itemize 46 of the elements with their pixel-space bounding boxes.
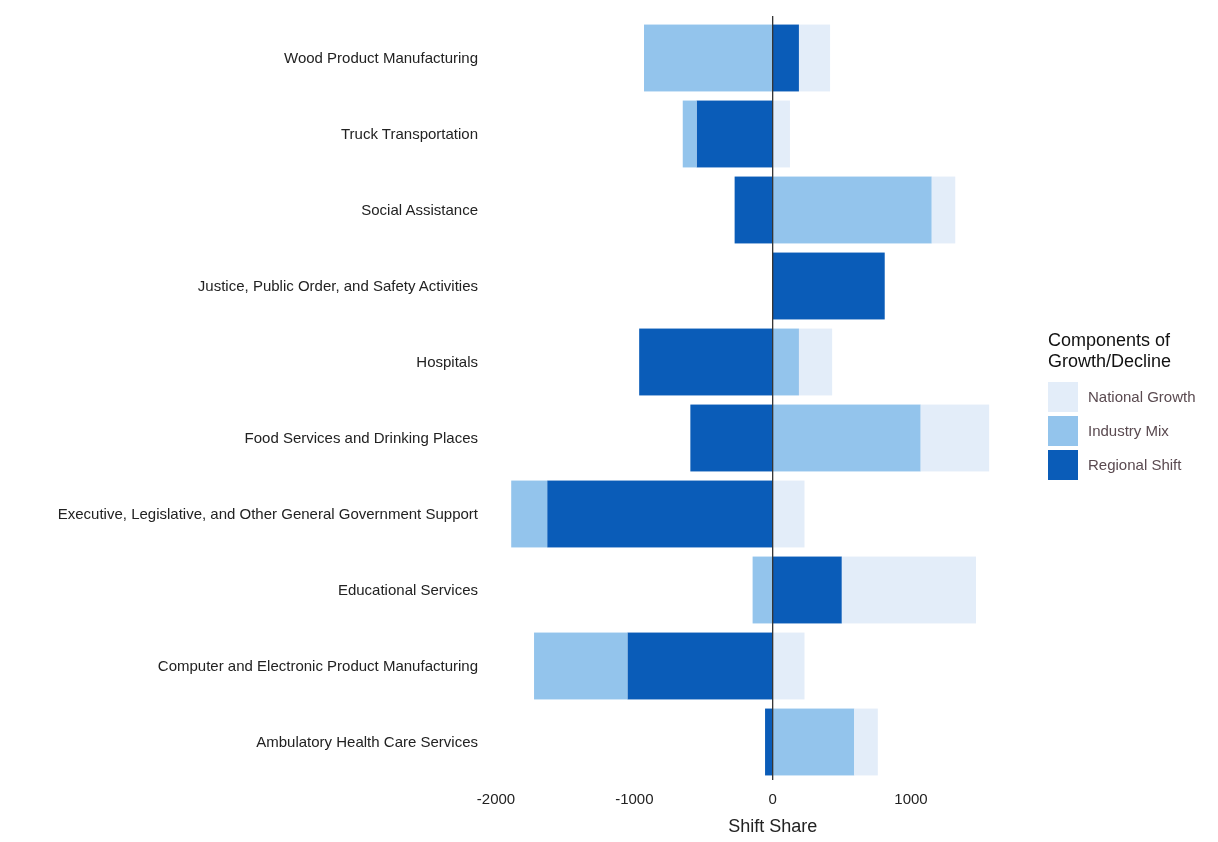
bar xyxy=(772,708,855,776)
legend-label: National Growth xyxy=(1088,388,1196,406)
y-tick-label: Hospitals xyxy=(416,353,478,371)
y-tick-label: Food Services and Drinking Places xyxy=(244,429,478,447)
bar xyxy=(772,632,805,700)
x-tick-label: 1000 xyxy=(894,790,928,807)
x-axis-title: Shift Share xyxy=(728,816,818,836)
bar xyxy=(534,632,628,700)
bar xyxy=(772,404,921,472)
bar xyxy=(920,404,990,472)
bar xyxy=(931,176,956,244)
y-tick-label: Social Assistance xyxy=(361,201,478,219)
bar xyxy=(734,176,773,244)
x-tick-label: -1000 xyxy=(615,790,654,807)
x-tick-label: 0 xyxy=(768,790,777,807)
bar xyxy=(644,24,773,92)
bar xyxy=(511,480,548,548)
bar xyxy=(798,24,831,92)
bar xyxy=(772,100,790,168)
bar xyxy=(772,24,799,92)
bar xyxy=(682,100,697,168)
bar xyxy=(772,328,799,396)
y-tick-label: Educational Services xyxy=(337,581,478,599)
x-tick-label: -2000 xyxy=(476,790,516,807)
legend-label: Industry Mix xyxy=(1088,422,1170,440)
legend-label: Regional Shift xyxy=(1088,456,1183,474)
bar xyxy=(772,556,842,624)
bar xyxy=(696,100,773,168)
bar xyxy=(798,328,833,396)
bar xyxy=(772,480,805,548)
bar xyxy=(690,404,773,472)
y-tick-label: Truck Transportation xyxy=(341,125,478,143)
bar xyxy=(639,328,773,396)
bar xyxy=(627,632,773,700)
y-tick-label: Justice, Public Order, and Safety Activities xyxy=(197,277,478,295)
bar xyxy=(772,176,932,244)
y-tick-label: Executive, Legislative, and Other General Government Support xyxy=(57,505,479,523)
y-tick-label: Ambulatory Health Care Services xyxy=(256,733,478,751)
y-tick-label: Wood Product Manufacturing xyxy=(284,49,478,67)
bar xyxy=(752,556,773,624)
bar xyxy=(547,480,773,548)
bar xyxy=(841,556,977,624)
legend-title: Components of Growth/Decline xyxy=(1048,330,1172,371)
bar xyxy=(854,708,878,776)
y-tick-label: Computer and Electronic Product Manufacturing xyxy=(157,657,478,675)
bar xyxy=(772,252,885,320)
